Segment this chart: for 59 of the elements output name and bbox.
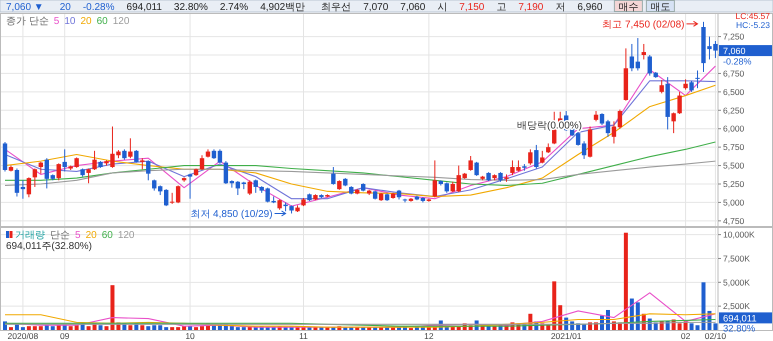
y-tick-label: 5,000K bbox=[723, 277, 750, 288]
y-tick-label: 10,000K bbox=[723, 230, 755, 240]
text: 7,060 bbox=[723, 46, 746, 56]
annotation: 7,150 bbox=[459, 2, 485, 13]
legend-label: 거래량 bbox=[15, 230, 45, 241]
annotation: 시 bbox=[437, 2, 448, 13]
legend-title: 단순 bbox=[50, 230, 70, 241]
text: 5 bbox=[75, 230, 81, 241]
annotation: 고 bbox=[496, 2, 506, 13]
text: HC:-5.23 bbox=[736, 20, 770, 30]
annotation: 4,902백만 bbox=[260, 2, 306, 13]
y-tick-label: 5,000 bbox=[723, 197, 745, 208]
annotation: 저 bbox=[555, 2, 566, 13]
annotation: 7,070 bbox=[363, 2, 389, 13]
y-tick-label: 5,250 bbox=[723, 178, 745, 189]
text: 694,011 bbox=[723, 313, 757, 324]
annotation: 최저 4,850 (10/29) bbox=[190, 208, 273, 220]
y-tick-label: 6,750 bbox=[723, 68, 745, 78]
x-tick-label: 10 bbox=[185, 331, 196, 341]
text: 120 bbox=[112, 16, 130, 27]
y-tick-label: 7,500K bbox=[723, 253, 750, 264]
annotation: 694,011 bbox=[126, 2, 162, 13]
annotation: 6,960 bbox=[577, 2, 603, 13]
annotation: 7,060 bbox=[400, 2, 426, 13]
x-tick-label: 11 bbox=[299, 331, 308, 341]
text: 694,011주(32.80%) bbox=[6, 241, 92, 252]
text: 60 bbox=[102, 230, 114, 241]
annotation: 최고 7,450 (02/08) bbox=[602, 19, 684, 30]
annotation: 최우선 bbox=[321, 2, 352, 13]
text: 60 bbox=[96, 16, 108, 27]
annotation: 매도 bbox=[650, 2, 670, 13]
y-tick-label: 6,000 bbox=[723, 124, 745, 134]
x-tick-label: 2021/01 bbox=[550, 331, 582, 341]
x-tick-label: 09 bbox=[60, 331, 70, 341]
text: 20 bbox=[86, 230, 98, 241]
text: -0.28% bbox=[723, 56, 752, 67]
text: 10 bbox=[64, 16, 76, 27]
x-tick-label: 02 bbox=[680, 331, 691, 341]
y-tick-label: 2,500K bbox=[723, 301, 750, 312]
y-tick-label: 6,500 bbox=[723, 86, 745, 97]
text: 20 bbox=[80, 16, 92, 27]
y-tick-label: 5,750 bbox=[723, 142, 745, 152]
annotation: 20 bbox=[60, 2, 72, 13]
annotation: 매수 bbox=[618, 2, 638, 13]
annotation: 2.74% bbox=[220, 2, 248, 13]
annotation: 32.80% bbox=[174, 2, 208, 13]
x-tick-label: 12 bbox=[424, 331, 434, 341]
text: 120 bbox=[118, 230, 135, 241]
y-tick-label: 6,250 bbox=[723, 105, 745, 116]
text: 5 bbox=[54, 16, 60, 27]
annotation: -0.28% bbox=[82, 2, 115, 13]
x-tick-label: 2020/08 bbox=[8, 331, 39, 341]
text: LC:45.57 bbox=[736, 11, 770, 21]
y-tick-label: 5,500 bbox=[723, 160, 745, 171]
annotation: 7,060 ▼ bbox=[6, 2, 44, 13]
y-tick-label: 4,750 bbox=[723, 216, 745, 226]
legend-title: 종가 단순 bbox=[6, 16, 49, 27]
y-tick-label: 7,250 bbox=[723, 32, 745, 42]
annotation: 7,190 bbox=[518, 2, 544, 13]
